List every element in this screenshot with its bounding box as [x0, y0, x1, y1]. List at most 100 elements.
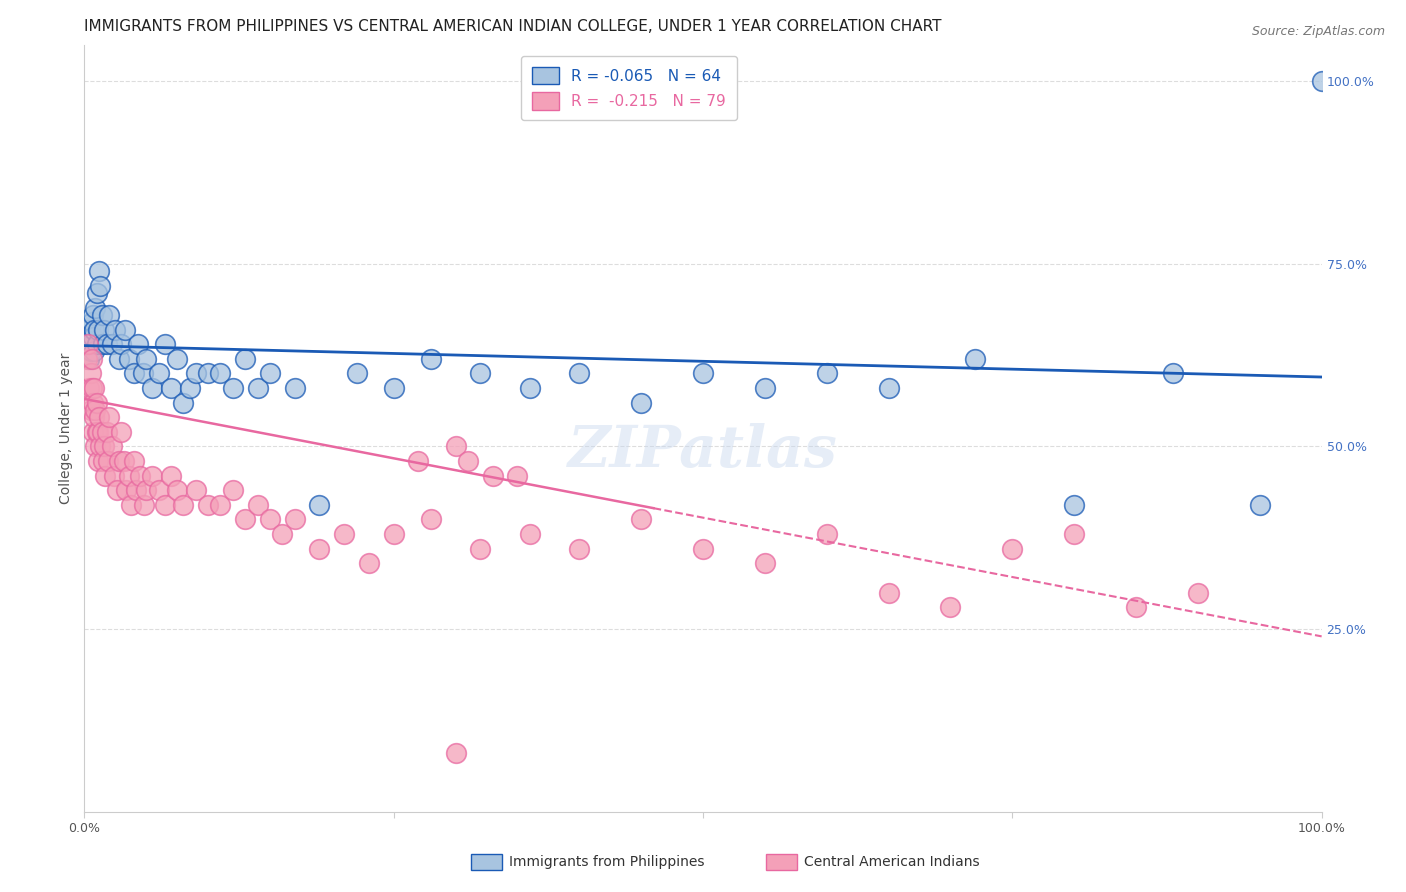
Point — [131, 367, 153, 381]
Point — [79, 381, 101, 395]
Point — [96, 337, 118, 351]
Point — [86, 425, 108, 439]
Point — [184, 367, 207, 381]
Point — [105, 483, 128, 498]
Point — [1063, 498, 1085, 512]
Point — [246, 381, 269, 395]
Point — [568, 541, 591, 556]
Point — [112, 454, 135, 468]
Point — [172, 498, 194, 512]
Point — [80, 351, 103, 366]
Point — [80, 337, 103, 351]
Point — [1249, 498, 1271, 512]
Point — [470, 541, 492, 556]
Point — [160, 381, 183, 395]
Point — [120, 498, 142, 512]
Point — [284, 512, 307, 526]
Point — [470, 367, 492, 381]
Point — [965, 351, 987, 366]
Point — [87, 454, 110, 468]
Point — [91, 337, 114, 351]
Point — [86, 395, 108, 409]
Text: Central American Indians: Central American Indians — [804, 855, 980, 869]
Point — [408, 454, 430, 468]
Point — [83, 344, 105, 359]
Point — [127, 337, 149, 351]
Point — [90, 425, 112, 439]
Point — [76, 337, 98, 351]
Point — [90, 308, 112, 322]
Point — [135, 483, 157, 498]
Point — [271, 527, 294, 541]
Point — [122, 367, 145, 381]
Point — [125, 483, 148, 498]
Point — [877, 585, 900, 599]
Point — [104, 322, 127, 336]
Point — [86, 337, 108, 351]
Point — [83, 410, 105, 425]
Point — [357, 557, 380, 571]
Point — [96, 425, 118, 439]
Point — [1310, 74, 1333, 88]
Point — [259, 367, 281, 381]
Point — [82, 395, 104, 409]
Point — [233, 351, 256, 366]
Point — [1001, 541, 1024, 556]
Point — [79, 403, 101, 417]
Point — [118, 468, 141, 483]
Point — [89, 278, 111, 293]
Point — [519, 527, 541, 541]
Point — [98, 308, 121, 322]
Point — [233, 512, 256, 526]
Point — [172, 395, 194, 409]
Point — [153, 498, 176, 512]
Point — [89, 410, 111, 425]
Point — [160, 468, 183, 483]
Point — [246, 498, 269, 512]
Point — [79, 344, 101, 359]
Point — [83, 381, 105, 395]
Point — [141, 468, 163, 483]
Point — [110, 337, 132, 351]
Point — [132, 498, 155, 512]
Point — [89, 439, 111, 453]
Point — [481, 468, 503, 483]
Point — [754, 381, 776, 395]
Point — [419, 351, 441, 366]
Point — [153, 337, 176, 351]
Text: Immigrants from Philippines: Immigrants from Philippines — [509, 855, 704, 869]
Point — [1161, 367, 1184, 381]
Point — [179, 381, 201, 395]
Point — [93, 439, 115, 453]
Point — [630, 395, 652, 409]
Point — [82, 425, 104, 439]
Point — [89, 264, 111, 278]
Point — [91, 454, 114, 468]
Point — [346, 367, 368, 381]
Point — [692, 367, 714, 381]
Point — [166, 351, 188, 366]
Point — [197, 498, 219, 512]
Point — [209, 367, 232, 381]
Point — [122, 454, 145, 468]
Point — [115, 483, 138, 498]
Point — [110, 425, 132, 439]
Point — [148, 483, 170, 498]
Point — [103, 468, 125, 483]
Point — [259, 512, 281, 526]
Point — [108, 351, 131, 366]
Point — [84, 301, 107, 315]
Point — [82, 330, 104, 344]
Point — [129, 468, 152, 483]
Point — [79, 351, 101, 366]
Point — [939, 600, 962, 615]
Point — [97, 454, 120, 468]
Point — [382, 527, 405, 541]
Point — [506, 468, 529, 483]
Point — [118, 351, 141, 366]
Point — [1125, 600, 1147, 615]
Point — [100, 439, 122, 453]
Point — [308, 498, 330, 512]
Point — [209, 498, 232, 512]
Point — [184, 483, 207, 498]
